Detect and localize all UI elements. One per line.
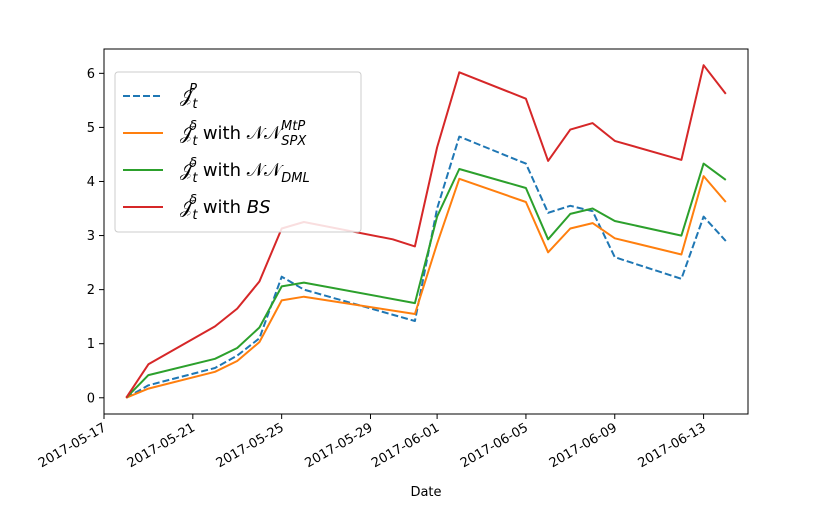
x-tick-label: 2017-06-01	[369, 420, 442, 471]
series-line-2	[125, 175, 727, 399]
x-tick-label: 2017-06-09	[547, 420, 620, 471]
y-tick-label: 4	[87, 175, 95, 190]
legend-entry-part: t	[192, 171, 198, 186]
legend-entry-part: 𝒥	[180, 197, 195, 218]
legend-entry-part: SPX	[281, 134, 307, 149]
legend-entry-part: with	[197, 160, 247, 181]
legend-entry-part: BS	[247, 197, 271, 218]
y-tick-label: 3	[87, 229, 95, 244]
legend-box	[114, 71, 362, 233]
legend-entry-part: t	[192, 97, 198, 112]
legend-entry: 𝒥tδ with 𝒩𝒩DML	[180, 156, 310, 186]
plot-lines	[125, 64, 727, 399]
series-line-4	[125, 64, 727, 399]
legend-entry-part: δ	[189, 193, 197, 208]
legend-entry: 𝒥tδ with BS	[180, 193, 271, 223]
x-tick-label: 2017-05-21	[125, 420, 198, 471]
y-axis: 0 1 2 3 4 5 6	[87, 67, 104, 406]
x-tick-label: 2017-06-05	[458, 420, 531, 471]
x-tick-label: 2017-05-29	[303, 420, 376, 471]
legend-entry-part: t	[192, 134, 198, 149]
series-line-3	[125, 162, 727, 399]
y-tick-label: 6	[87, 67, 95, 82]
legend-entry-part: 𝒩𝒩	[247, 160, 284, 181]
legend-entry-part: 𝒥	[180, 160, 195, 181]
x-tick-label: 2017-05-25	[214, 420, 287, 471]
y-tick-label: 0	[87, 391, 95, 406]
legend-entry: 𝒥tδ with 𝒩𝒩SPXMtP	[180, 119, 307, 149]
y-tick-label: 1	[87, 337, 95, 352]
plot-frame	[103, 48, 749, 415]
legend-entry-part: δ	[189, 119, 197, 134]
series-line-1	[125, 135, 727, 399]
legend-entry-part: P	[189, 82, 197, 97]
x-axis-title: Date	[410, 485, 441, 500]
x-tick-label: 2017-05-17	[36, 420, 109, 471]
legend-entry-part: 𝒥	[180, 123, 195, 144]
legend-entry-part: with	[197, 197, 247, 218]
legend-entry-part: δ	[189, 156, 197, 171]
legend-entry-part: 𝒥	[180, 86, 195, 107]
x-axis: 2017-05-17 2017-05-21 2017-05-25 2017-05-29…	[36, 414, 709, 471]
legend-entry-part: 𝒩𝒩	[247, 123, 284, 144]
legend-entry: 𝒥tP	[180, 82, 198, 112]
legend-entry-part: MtP	[281, 119, 305, 134]
y-tick-label: 5	[87, 121, 95, 136]
legend-entry-part: with	[197, 123, 247, 144]
legend-entry-part: t	[192, 208, 198, 223]
y-tick-label: 2	[87, 283, 95, 298]
legend-entry-part: DML	[281, 171, 309, 186]
x-tick-label: 2017-06-13	[636, 420, 709, 471]
